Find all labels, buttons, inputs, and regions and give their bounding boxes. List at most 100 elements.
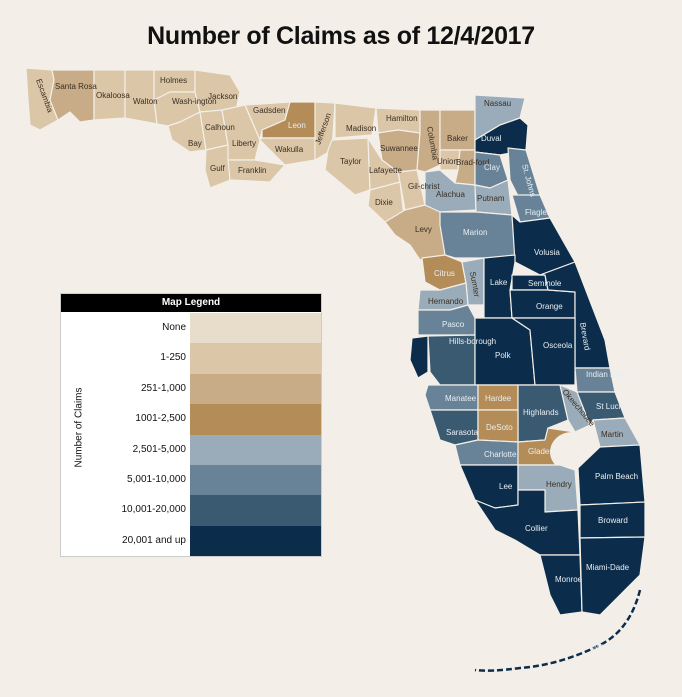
svg-text:Monroe: Monroe [593, 642, 621, 651]
legend-label: 251-1,000 [140, 382, 186, 394]
svg-text:Citrus: Citrus [434, 269, 455, 278]
county-taylor[interactable] [324, 137, 371, 196]
svg-text:Orange: Orange [536, 302, 563, 311]
svg-text:Sarasota: Sarasota [446, 428, 479, 437]
svg-text:Wakulla: Wakulla [275, 145, 304, 154]
svg-text:Santa Rosa: Santa Rosa [55, 82, 97, 91]
svg-text:Duval: Duval [481, 134, 502, 143]
svg-text:Polk: Polk [495, 351, 512, 360]
county-collier[interactable] [474, 489, 581, 556]
svg-text:Clay: Clay [484, 163, 500, 172]
svg-text:Broward: Broward [598, 516, 628, 525]
county-pinellas[interactable] [409, 335, 429, 379]
svg-text:Lafayette: Lafayette [369, 166, 402, 175]
svg-text:Palm Beach: Palm Beach [595, 472, 638, 481]
svg-text:Pasco: Pasco [442, 320, 465, 329]
svg-text:Okaloosa: Okaloosa [96, 91, 130, 100]
svg-text:Indian River: Indian River [586, 370, 629, 379]
legend-swatch [190, 404, 321, 435]
svg-text:Volusia: Volusia [534, 248, 560, 257]
county-gulf[interactable] [204, 144, 231, 189]
legend-label: None [162, 322, 186, 333]
legend-row: 5,001-10,000 [61, 464, 321, 496]
svg-text:Liberty: Liberty [232, 139, 256, 148]
legend-row: 251-1,000 [61, 373, 321, 405]
svg-text:Miami-Dade: Miami-Dade [586, 563, 630, 572]
svg-text:Hendry: Hendry [546, 480, 572, 489]
legend-label: 2,501-5,000 [132, 443, 186, 455]
legend-swatch [190, 495, 321, 526]
county-putnam[interactable] [474, 179, 513, 216]
legend-swatch [190, 464, 321, 496]
county-palm-beach[interactable] [577, 444, 646, 506]
legend-swatch [190, 343, 321, 374]
legend-row: 20,001 and up [61, 525, 321, 557]
legend-label: 1-250 [160, 352, 186, 364]
svg-text:Union: Union [437, 157, 458, 166]
svg-text:Martin: Martin [601, 430, 623, 439]
svg-text:Seminole: Seminole [528, 279, 562, 288]
legend-swatch [190, 525, 321, 557]
legend-swatch [190, 313, 321, 344]
svg-text:St Lucie: St Lucie [596, 402, 625, 411]
svg-text:Suwannee: Suwannee [380, 144, 418, 153]
county-madison[interactable] [334, 102, 377, 139]
legend-row: 10,001-20,000 [61, 495, 321, 526]
svg-text:Taylor: Taylor [340, 157, 362, 166]
legend-row: 2,501-5,000 [61, 434, 321, 465]
county-wakulla[interactable] [259, 137, 317, 166]
county-baker[interactable] [439, 109, 476, 151]
svg-text:Hamilton: Hamilton [386, 114, 418, 123]
svg-text:Charlotte: Charlotte [484, 450, 517, 459]
svg-text:Jackson: Jackson [208, 92, 237, 101]
legend-row: None [61, 313, 321, 344]
map-legend: Map Legend Number of Claims None 1-250 2… [60, 293, 322, 557]
legend-swatch [190, 373, 321, 405]
county-okeechobee[interactable] [559, 384, 591, 433]
svg-text:Monroe: Monroe [555, 575, 583, 584]
svg-text:Leon: Leon [288, 121, 306, 130]
legend-label: 5,001-10,000 [127, 473, 186, 485]
lake-okeechobee [550, 432, 594, 472]
svg-text:Gil-christ: Gil-christ [408, 182, 440, 191]
svg-text:Dixie: Dixie [375, 198, 393, 207]
svg-text:Alachua: Alachua [436, 190, 465, 199]
legend-row: 1001-2,500 [61, 404, 321, 435]
svg-text:Lake: Lake [490, 278, 508, 287]
svg-text:Bay: Bay [188, 139, 202, 148]
svg-text:Wash-ington: Wash-ington [172, 97, 217, 106]
svg-text:Hills-borough: Hills-borough [449, 337, 496, 346]
svg-text:Gadsden: Gadsden [253, 106, 285, 115]
svg-text:Marion: Marion [463, 228, 487, 237]
svg-text:Calhoun: Calhoun [205, 123, 235, 132]
svg-text:Hernando: Hernando [428, 297, 464, 306]
svg-text:Holmes: Holmes [160, 76, 187, 85]
svg-text:Gulf: Gulf [210, 164, 225, 173]
svg-text:Baker: Baker [447, 134, 468, 143]
svg-text:DeSoto: DeSoto [486, 423, 513, 432]
florida-keys [474, 589, 642, 672]
county-santa-rosa[interactable] [49, 69, 95, 123]
svg-text:Hardee: Hardee [485, 394, 512, 403]
county-miami-dade[interactable] [579, 536, 646, 616]
svg-text:Highlands: Highlands [523, 408, 559, 417]
county-osceola[interactable] [511, 317, 576, 386]
svg-text:Osceola: Osceola [543, 341, 573, 350]
svg-text:Levy: Levy [415, 225, 432, 234]
legend-label: 10,001-20,000 [121, 504, 186, 516]
legend-label: 1001-2,500 [135, 413, 186, 425]
svg-text:Brad-ford: Brad-ford [456, 158, 489, 167]
svg-text:Collier: Collier [525, 524, 548, 533]
svg-text:Lee: Lee [499, 482, 513, 491]
legend-row: 1-250 [61, 343, 321, 374]
legend-header: Map Legend [61, 294, 321, 312]
county-monroe[interactable] [539, 554, 583, 616]
legend-swatch [190, 434, 321, 465]
map-title: Number of Claims as of 12/4/2017 [147, 22, 535, 50]
svg-text:Sumter: Sumter [468, 271, 481, 298]
legend-label: 20,001 and up [122, 534, 186, 546]
svg-text:Flagler: Flagler [525, 208, 550, 217]
county-franklin[interactable] [227, 159, 286, 183]
svg-text:Walton: Walton [133, 97, 158, 106]
svg-text:Madison: Madison [346, 124, 376, 133]
